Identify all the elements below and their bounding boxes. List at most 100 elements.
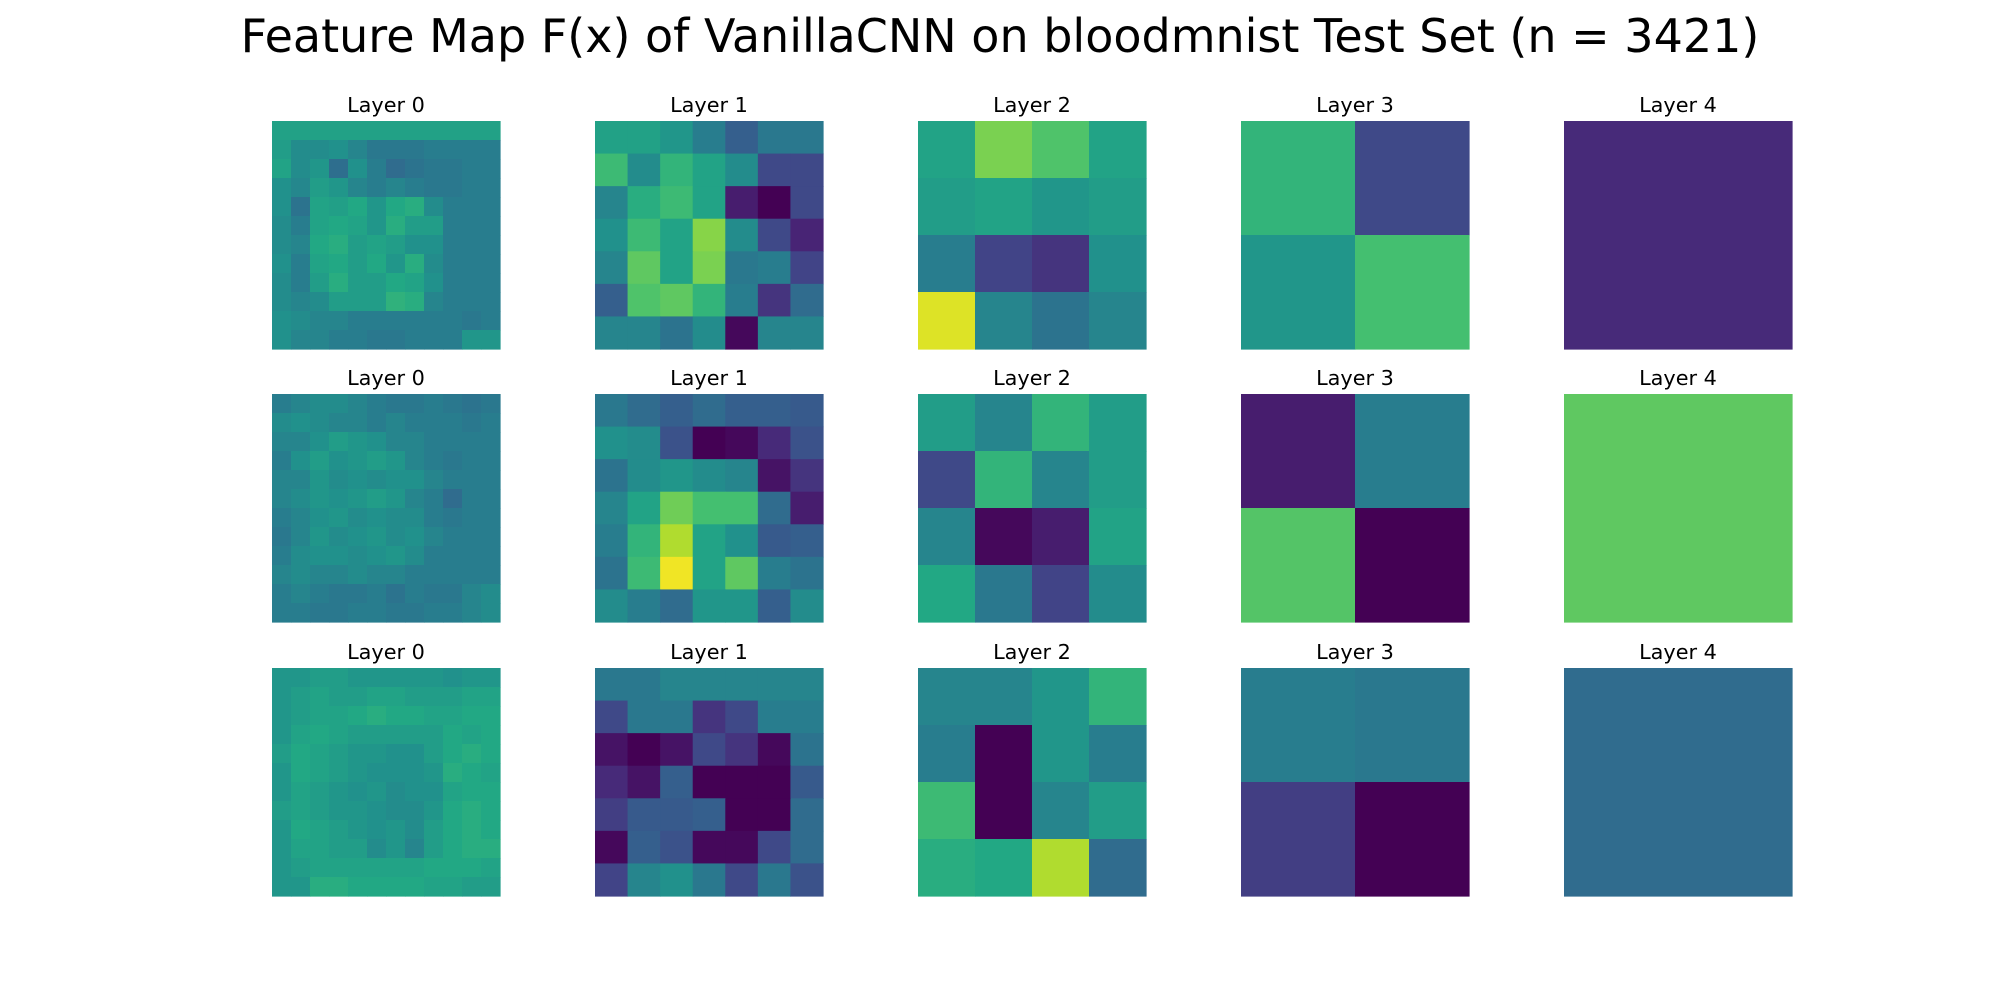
heatmap-cell xyxy=(329,687,349,707)
heatmap-cell xyxy=(660,218,694,252)
heatmap-cell xyxy=(291,394,311,414)
heatmap-cell xyxy=(660,283,694,318)
heatmap-cell xyxy=(481,725,501,745)
heatmap-cell xyxy=(790,733,824,767)
heatmap-cell xyxy=(291,330,311,350)
heatmap-cell xyxy=(291,706,311,726)
heatmap-grid: Layer 0 Layer 1 Layer 2 Layer 3 Layer 4 Layer… xyxy=(272,93,1793,897)
heatmap-cell xyxy=(424,216,444,236)
heatmap-cell xyxy=(443,839,463,859)
heatmap-cell xyxy=(405,877,425,897)
panel-title: Layer 1 xyxy=(670,640,748,664)
heatmap-cell xyxy=(405,273,425,293)
heatmap-cell xyxy=(462,121,482,141)
heatmap-cell xyxy=(348,121,368,141)
heatmap-cell xyxy=(975,235,1033,293)
heatmap-cell xyxy=(367,159,387,179)
heatmap-cell xyxy=(272,687,292,707)
heatmap-cell xyxy=(627,765,661,799)
heatmap-cell xyxy=(1089,725,1147,783)
heatmap-cell xyxy=(790,153,824,187)
heatmap-cell xyxy=(660,491,694,525)
heatmap-cell xyxy=(443,216,463,236)
heatmap-cell xyxy=(424,159,444,179)
heatmap-cell xyxy=(443,121,463,141)
heatmap-cell xyxy=(329,470,349,490)
heatmap-cell xyxy=(310,216,330,236)
heatmap-cell xyxy=(443,159,463,179)
heatmap-cell xyxy=(367,451,387,471)
heatmap-cell xyxy=(291,254,311,274)
heatmap-cell xyxy=(310,858,330,878)
heatmap-cell xyxy=(790,830,824,865)
heatmap-cell xyxy=(405,451,425,471)
heatmap-cell xyxy=(367,121,387,141)
heatmap-cell xyxy=(291,159,311,179)
heatmap-cell xyxy=(462,197,482,217)
heatmap-cell xyxy=(692,700,726,734)
heatmap-cell xyxy=(975,451,1033,509)
heatmap-cell xyxy=(443,197,463,217)
heatmap-cell xyxy=(627,733,661,767)
heatmap-cell xyxy=(481,839,501,859)
heatmap-cell xyxy=(595,316,629,350)
heatmap-cell xyxy=(386,820,406,840)
heatmap-cell xyxy=(660,589,694,623)
heatmap-cell xyxy=(1032,565,1090,623)
heatmap-cell xyxy=(405,292,425,312)
heatmap-cell xyxy=(975,725,1033,783)
heatmap-cell xyxy=(310,508,330,528)
heatmap-cell xyxy=(386,470,406,490)
heatmap-cell xyxy=(975,839,1033,897)
heatmap-cell xyxy=(627,316,661,350)
heatmap-cell xyxy=(367,273,387,293)
heatmap-cell xyxy=(424,178,444,198)
heatmap-cell xyxy=(790,121,824,155)
heatmap-cell xyxy=(348,140,368,160)
heatmap-cell xyxy=(291,782,311,802)
heatmap-cell xyxy=(310,801,330,821)
heatmap-cell xyxy=(595,524,629,558)
heatmap-cell xyxy=(367,744,387,764)
heatmap-cell xyxy=(272,311,292,331)
heatmap-cell xyxy=(329,216,349,236)
heatmap-cell xyxy=(386,527,406,547)
heatmap-cell xyxy=(291,235,311,255)
heatmap-cell xyxy=(595,153,629,187)
heatmap-cell xyxy=(367,394,387,414)
heatmap-cell xyxy=(595,394,629,428)
heatmap-cell xyxy=(595,491,629,525)
heatmap-cell xyxy=(1089,178,1147,236)
heatmap-cell xyxy=(386,178,406,198)
heatmap-cell xyxy=(424,311,444,331)
heatmap-cell xyxy=(367,178,387,198)
heatmap-cell xyxy=(291,451,311,471)
heatmap-cell xyxy=(975,565,1033,623)
heatmap-cell xyxy=(481,121,501,141)
heatmap-cell xyxy=(291,858,311,878)
heatmap-cell xyxy=(975,394,1033,452)
heatmap-cell xyxy=(272,744,292,764)
heatmap-cell xyxy=(386,254,406,274)
heatmap-cell xyxy=(1032,292,1090,350)
heatmap-cell xyxy=(291,216,311,236)
heatmap-cell xyxy=(405,725,425,745)
heatmap-cell xyxy=(790,459,824,493)
heatmap-cell xyxy=(310,140,330,160)
heatmap-cell xyxy=(272,178,292,198)
heatmap-cell xyxy=(725,394,759,428)
heatmap-cell xyxy=(386,413,406,433)
heatmap-cell xyxy=(462,527,482,547)
heatmap-cell xyxy=(443,413,463,433)
heatmap-cell xyxy=(462,140,482,160)
heatmap-cell xyxy=(627,153,661,187)
heatmap-cell xyxy=(272,858,292,878)
heatmap-cell xyxy=(272,159,292,179)
heatmap-cell xyxy=(757,426,792,460)
heatmap-cell xyxy=(329,394,349,414)
heatmap-cell xyxy=(329,235,349,255)
heatmap-cell xyxy=(443,311,463,331)
heatmap-cell xyxy=(310,292,330,312)
heatmap-cell xyxy=(291,489,311,509)
heatmap-cell xyxy=(424,394,444,414)
